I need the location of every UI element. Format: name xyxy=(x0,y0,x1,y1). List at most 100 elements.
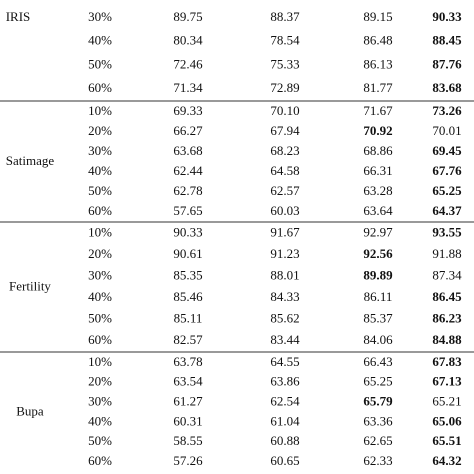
value-cell: 71.67 xyxy=(363,103,393,118)
value-cell: 92.56 xyxy=(363,246,393,261)
ratio-cell: 30% xyxy=(88,9,112,24)
ratio-cell: 20% xyxy=(88,374,112,389)
value-cell: 65.21 xyxy=(432,394,461,409)
value-cell: 90.33 xyxy=(432,9,462,24)
value-cell: 63.68 xyxy=(173,143,202,158)
ratio-cell: 50% xyxy=(88,433,112,448)
value-cell: 66.31 xyxy=(363,163,392,178)
value-cell: 89.15 xyxy=(363,9,392,24)
value-cell: 60.03 xyxy=(270,203,299,218)
value-cell: 87.34 xyxy=(432,268,462,283)
ratio-cell: 20% xyxy=(88,246,112,261)
ratio-cell: 60% xyxy=(88,332,112,347)
value-cell: 69.45 xyxy=(432,143,462,158)
ratio-cell: 20% xyxy=(88,123,112,138)
ratio-cell: 10% xyxy=(88,225,112,240)
dataset-label: Satimage xyxy=(6,153,55,168)
value-cell: 64.55 xyxy=(270,354,299,369)
value-cell: 85.11 xyxy=(174,311,203,326)
value-cell: 67.76 xyxy=(432,163,462,178)
ratio-cell: 60% xyxy=(88,453,112,468)
ratio-cell: 30% xyxy=(88,394,112,409)
value-cell: 63.64 xyxy=(363,203,393,218)
value-cell: 89.89 xyxy=(363,268,393,283)
value-cell: 83.44 xyxy=(270,332,300,347)
value-cell: 73.26 xyxy=(432,103,462,118)
value-cell: 85.46 xyxy=(173,289,203,304)
value-cell: 72.46 xyxy=(173,56,203,71)
value-cell: 86.48 xyxy=(363,33,392,48)
value-cell: 93.55 xyxy=(432,225,462,240)
ratio-cell: 40% xyxy=(88,33,112,48)
value-cell: 66.43 xyxy=(363,354,392,369)
value-cell: 70.92 xyxy=(363,123,392,138)
value-cell: 62.78 xyxy=(173,183,202,198)
value-cell: 92.97 xyxy=(363,225,393,240)
value-cell: 72.89 xyxy=(270,80,299,95)
value-cell: 60.65 xyxy=(270,453,299,468)
value-cell: 84.88 xyxy=(432,332,462,347)
value-cell: 75.33 xyxy=(270,56,299,71)
ratio-cell: 10% xyxy=(88,103,112,118)
value-cell: 68.86 xyxy=(363,143,393,158)
value-cell: 82.57 xyxy=(173,332,203,347)
value-cell: 63.78 xyxy=(173,354,202,369)
value-cell: 86.13 xyxy=(363,56,392,71)
value-cell: 85.37 xyxy=(363,311,393,326)
value-cell: 86.45 xyxy=(432,289,462,304)
value-cell: 64.37 xyxy=(432,203,462,218)
value-cell: 86.23 xyxy=(432,311,462,326)
value-cell: 62.44 xyxy=(173,163,203,178)
value-cell: 67.13 xyxy=(432,374,462,389)
value-cell: 90.61 xyxy=(173,246,202,261)
value-cell: 85.35 xyxy=(173,268,202,283)
value-cell: 87.76 xyxy=(432,56,462,71)
ratio-cell: 10% xyxy=(88,354,112,369)
value-cell: 84.06 xyxy=(363,332,393,347)
ratio-cell: 30% xyxy=(88,268,112,283)
value-cell: 80.34 xyxy=(173,33,203,48)
value-cell: 62.33 xyxy=(363,453,392,468)
value-cell: 60.31 xyxy=(173,413,202,428)
value-cell: 62.54 xyxy=(270,394,300,409)
value-cell: 63.28 xyxy=(363,183,392,198)
value-cell: 84.33 xyxy=(270,289,299,304)
ratio-cell: 50% xyxy=(88,56,112,71)
value-cell: 63.86 xyxy=(270,374,300,389)
ratio-cell: 50% xyxy=(88,183,112,198)
value-cell: 65.25 xyxy=(363,374,392,389)
value-cell: 85.62 xyxy=(270,311,299,326)
value-cell: 70.01 xyxy=(432,123,461,138)
ratio-cell: 40% xyxy=(88,413,112,428)
value-cell: 63.36 xyxy=(363,413,393,428)
value-cell: 90.33 xyxy=(173,225,202,240)
value-cell: 89.75 xyxy=(173,9,202,24)
value-cell: 64.58 xyxy=(270,163,299,178)
value-cell: 88.01 xyxy=(270,268,299,283)
value-cell: 61.27 xyxy=(173,394,203,409)
value-cell: 63.54 xyxy=(173,374,203,389)
dataset-label: IRIS xyxy=(6,9,31,24)
ratio-cell: 50% xyxy=(88,311,112,326)
value-cell: 71.34 xyxy=(173,80,203,95)
value-cell: 81.77 xyxy=(363,80,393,95)
ratio-cell: 40% xyxy=(88,289,112,304)
value-cell: 62.65 xyxy=(363,433,392,448)
value-cell: 65.25 xyxy=(432,183,462,198)
value-cell: 65.51 xyxy=(432,433,461,448)
value-cell: 88.37 xyxy=(270,9,300,24)
value-cell: 62.57 xyxy=(270,183,300,198)
value-cell: 64.32 xyxy=(432,453,461,468)
value-cell: 69.33 xyxy=(173,103,202,118)
value-cell: 68.23 xyxy=(270,143,299,158)
value-cell: 67.83 xyxy=(432,354,462,369)
ratio-cell: 30% xyxy=(88,143,112,158)
ratio-cell: 60% xyxy=(88,203,112,218)
value-cell: 91.67 xyxy=(270,225,300,240)
dataset-label: Fertility xyxy=(9,278,51,293)
value-cell: 57.65 xyxy=(173,203,202,218)
value-cell: 58.55 xyxy=(173,433,202,448)
value-cell: 66.27 xyxy=(173,123,203,138)
value-cell: 57.26 xyxy=(173,453,203,468)
